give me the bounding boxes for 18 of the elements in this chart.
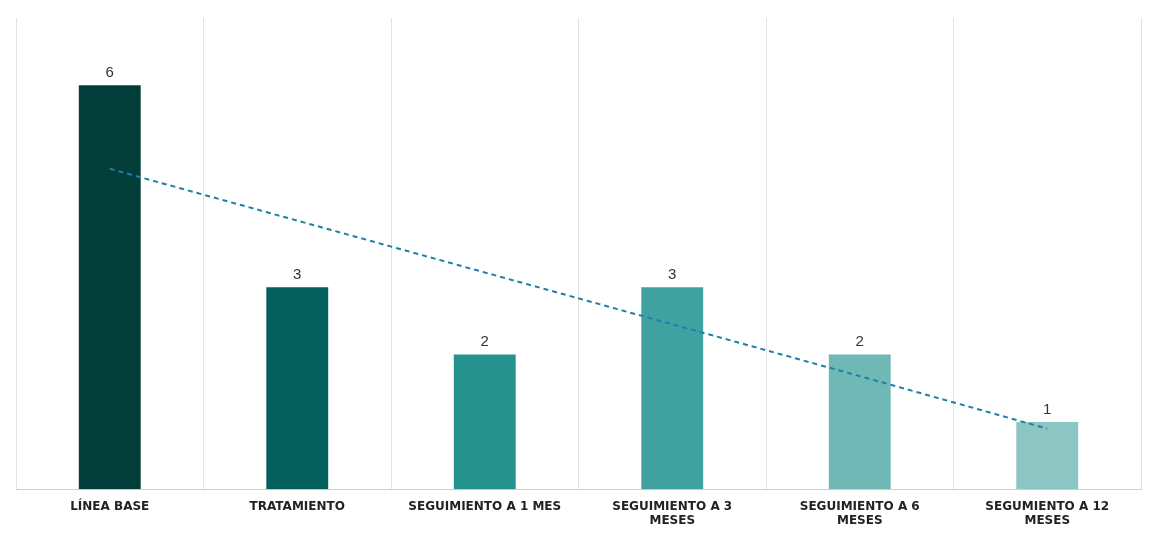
data-label: 3 [293,264,302,282]
data-label: 3 [668,264,677,282]
bar [1016,421,1079,490]
data-label: 1 [1043,399,1052,417]
bar [641,287,704,490]
x-tick-label: SEGUMIENTO A 12 MESES [985,498,1110,527]
bar [78,85,141,490]
data-label: 2 [855,332,864,350]
bar [266,287,329,490]
data-label: 2 [480,332,489,350]
data-label: 6 [105,62,114,80]
x-tick-label: SEGUIMIENTO A 6 MESES [799,498,920,527]
x-tick-label: SEGUIMIENTO A 3 MESES [612,498,733,527]
x-tick-label: TRATAMIENTO [249,498,345,513]
bar [828,354,891,490]
bar [453,354,516,490]
x-tick-label: SEGUIMIENTO A 1 MES [408,498,562,513]
x-tick-label: LÍNEA BASE [70,497,150,513]
